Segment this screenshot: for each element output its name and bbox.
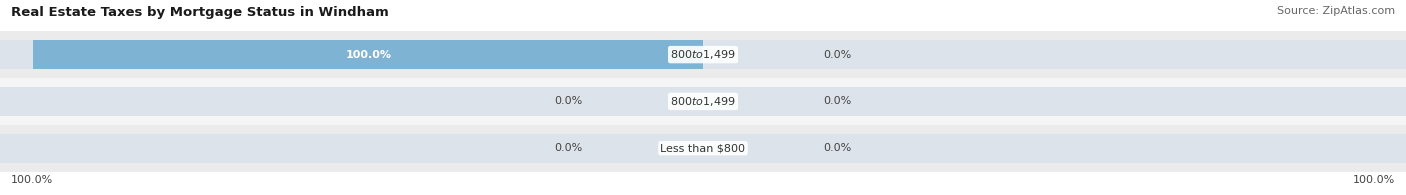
Text: Real Estate Taxes by Mortgage Status in Windham: Real Estate Taxes by Mortgage Status in … [11, 6, 389, 19]
Text: 100.0%: 100.0% [11, 175, 53, 185]
Text: Less than $800: Less than $800 [661, 143, 745, 153]
Text: $800 to $1,499: $800 to $1,499 [671, 95, 735, 108]
Text: 0.0%: 0.0% [554, 96, 582, 106]
Bar [0, 40, 1406, 69]
Text: 0.0%: 0.0% [824, 50, 852, 60]
Bar [34, 40, 703, 69]
Text: 100.0%: 100.0% [1353, 175, 1395, 185]
Bar [0, 125, 1406, 172]
Text: 0.0%: 0.0% [554, 143, 582, 153]
Text: 0.0%: 0.0% [824, 96, 852, 106]
Bar [0, 87, 1406, 116]
Bar [0, 31, 1406, 78]
Text: 0.0%: 0.0% [824, 143, 852, 153]
Text: Source: ZipAtlas.com: Source: ZipAtlas.com [1277, 6, 1395, 16]
Bar [0, 134, 1406, 163]
Text: $800 to $1,499: $800 to $1,499 [671, 48, 735, 61]
Bar [0, 78, 1406, 125]
Text: 100.0%: 100.0% [346, 50, 391, 60]
